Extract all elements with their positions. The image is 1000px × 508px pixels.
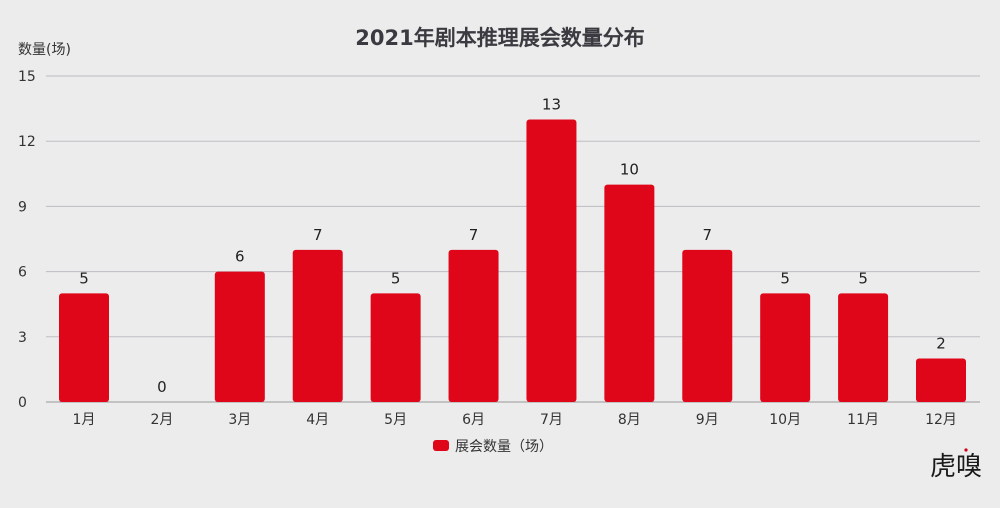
x-tick-label: 6月 (462, 412, 485, 428)
bar (526, 119, 577, 402)
y-tick-label: 12 (18, 134, 36, 150)
x-ticks: 1月 2月 3月 4月 5月 6月 7月 8月 9月 10月 11月 12月 (73, 412, 957, 428)
x-tick-label: 4月 (306, 412, 329, 428)
data-label: 7 (702, 226, 712, 244)
y-axis-label: 数量(场) (18, 42, 71, 58)
bar (838, 293, 889, 402)
x-tick-label: 10月 (769, 412, 801, 428)
y-tick-label: 0 (18, 395, 27, 411)
bar (214, 271, 265, 402)
chart-title: 2021年剧本推理展会数量分布 (355, 26, 644, 50)
x-tick-label: 1月 (73, 412, 96, 428)
svg-text:虎嗅: 虎嗅 (930, 452, 982, 482)
logo-huxiu: 虎嗅 (930, 448, 982, 482)
legend: 展会数量（场） (433, 439, 553, 455)
legend-label: 展会数量（场） (455, 439, 553, 455)
y-tick-label: 9 (18, 199, 27, 215)
x-tick-label: 12月 (925, 412, 957, 428)
bar (604, 184, 655, 402)
data-label: 5 (858, 269, 868, 287)
x-tick-label: 5月 (384, 412, 407, 428)
data-label: 7 (469, 226, 479, 244)
data-label: 5 (391, 269, 401, 287)
x-tick-label: 9月 (696, 412, 719, 428)
y-tick-label: 6 (18, 265, 27, 281)
bar (760, 293, 811, 402)
x-tick-label: 8月 (618, 412, 641, 428)
legend-swatch (433, 440, 449, 451)
data-label: 10 (620, 161, 639, 179)
bars: 5 0 6 7 5 7 13 10 7 5 5 2 (59, 95, 966, 402)
y-tick-label: 3 (18, 330, 27, 346)
x-tick-label: 2月 (150, 412, 173, 428)
bar (916, 358, 966, 402)
bar (448, 249, 499, 402)
bar (682, 249, 733, 402)
data-label: 6 (235, 248, 245, 266)
data-label: 2 (936, 335, 946, 353)
data-label: 5 (79, 269, 89, 287)
x-tick-label: 3月 (228, 412, 251, 428)
data-label: 5 (780, 269, 790, 287)
x-tick-label: 11月 (847, 412, 879, 428)
y-tick-label: 15 (18, 69, 36, 85)
bar (59, 293, 109, 402)
bar (292, 249, 343, 402)
gridlines: 0 3 6 9 12 15 (18, 69, 980, 411)
data-label: 0 (157, 378, 167, 396)
bar (370, 293, 421, 402)
data-label: 7 (313, 226, 323, 244)
data-label: 13 (542, 95, 561, 113)
x-tick-label: 7月 (540, 412, 563, 428)
